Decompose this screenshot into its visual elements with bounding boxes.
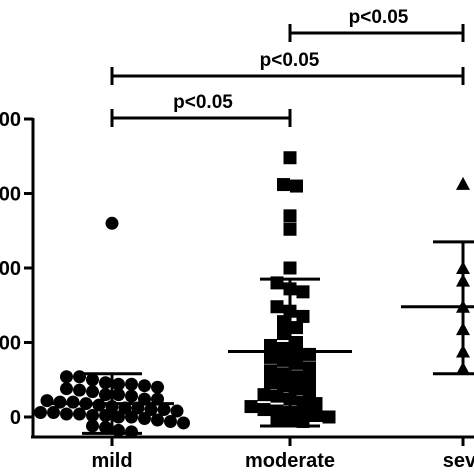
data-point — [264, 338, 277, 352]
data-point — [170, 404, 184, 418]
data-point — [157, 403, 171, 417]
data-point — [86, 409, 99, 423]
data-point — [290, 356, 303, 370]
data-point — [86, 373, 99, 387]
data-point — [99, 409, 112, 423]
data-point — [151, 380, 164, 394]
data-point — [290, 382, 303, 396]
data-point — [112, 423, 125, 437]
data-point — [303, 361, 316, 375]
data-point — [277, 327, 290, 341]
group-mild — [34, 216, 190, 439]
data-point — [277, 178, 290, 192]
data-point — [60, 370, 73, 384]
data-point — [125, 410, 138, 424]
data-point — [105, 216, 119, 230]
x-category-label: seve — [443, 450, 474, 472]
data-point — [257, 403, 271, 417]
data-point — [177, 416, 190, 430]
data-point — [73, 407, 86, 421]
data-point — [322, 410, 336, 424]
data-point — [290, 179, 303, 193]
data-point — [151, 413, 164, 427]
group-moderate — [228, 151, 352, 428]
significance-annotations: p<0.05 p<0.05 p<0.05 — [110, 7, 465, 127]
data-point — [86, 385, 99, 399]
significance-bracket: p<0.05 — [110, 50, 465, 85]
significance-bracket: p<0.05 — [110, 92, 292, 127]
data-point — [270, 300, 284, 314]
data-point — [73, 370, 86, 384]
data-point — [73, 383, 86, 397]
axes: 000000000mildmoderateseve — [0, 109, 474, 472]
data-point — [290, 321, 303, 335]
data-point — [303, 373, 316, 387]
data-point — [264, 350, 277, 364]
data-point — [283, 151, 297, 165]
data-point — [112, 377, 125, 391]
group-seve — [401, 176, 474, 376]
data-point — [264, 364, 277, 378]
data-point — [309, 409, 323, 423]
data-point — [296, 395, 310, 409]
data-point — [257, 388, 271, 402]
y-tick-label: 0 — [10, 407, 21, 429]
data-point — [264, 376, 277, 390]
data-point — [86, 419, 99, 433]
data-point — [283, 209, 297, 223]
data-point — [144, 403, 158, 417]
data-point — [138, 411, 151, 425]
data-point — [99, 376, 112, 390]
data-point — [60, 407, 73, 421]
data-groups — [34, 151, 474, 439]
data-point — [303, 385, 316, 399]
data-point — [99, 388, 112, 402]
data-point — [296, 309, 310, 323]
data-point — [112, 388, 125, 402]
data-point — [244, 400, 258, 414]
x-category-label: mild — [91, 450, 132, 472]
data-point — [112, 410, 125, 424]
data-point — [40, 394, 54, 408]
data-point — [277, 315, 290, 329]
data-point — [277, 353, 290, 367]
data-point — [277, 379, 290, 393]
data-point — [47, 406, 60, 420]
data-point — [34, 406, 47, 420]
data-point — [283, 261, 297, 275]
significance-bracket: p<0.05 — [288, 7, 465, 42]
p-value-label: p<0.05 — [260, 50, 320, 71]
data-point — [270, 389, 284, 403]
data-point — [125, 377, 138, 391]
data-point — [456, 176, 470, 190]
data-point — [138, 379, 151, 393]
data-point — [99, 420, 112, 434]
data-point — [164, 414, 177, 428]
data-point — [303, 347, 316, 361]
y-tick-label: 00 — [0, 258, 21, 280]
data-point — [283, 222, 297, 236]
data-point — [290, 370, 303, 384]
data-point — [277, 367, 290, 381]
x-category-label: moderate — [245, 450, 335, 472]
data-point — [296, 285, 310, 299]
y-tick-label: 00 — [0, 109, 21, 131]
p-value-label: p<0.05 — [349, 7, 409, 28]
data-point — [277, 341, 290, 355]
y-tick-label: 00 — [0, 184, 21, 206]
data-point — [60, 382, 73, 396]
y-tick-label: 00 — [0, 333, 21, 355]
p-value-label: p<0.05 — [173, 92, 233, 113]
data-point — [309, 397, 323, 411]
data-point — [270, 411, 284, 425]
data-point — [125, 389, 138, 403]
